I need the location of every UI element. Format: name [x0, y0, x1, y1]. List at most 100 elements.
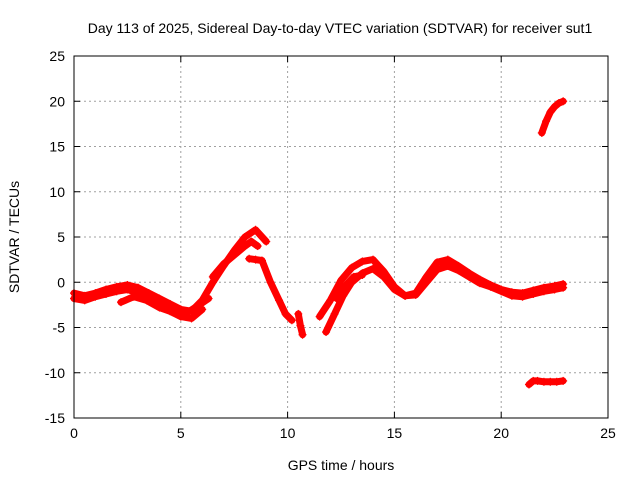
- data-point: [247, 237, 256, 246]
- data-point: [546, 108, 555, 117]
- y-tick-label: 20: [49, 93, 65, 109]
- x-tick-label: 20: [493, 425, 509, 441]
- data-point: [533, 376, 542, 385]
- y-tick-label: -15: [45, 410, 65, 426]
- data-point: [465, 272, 474, 281]
- data-point: [219, 260, 228, 269]
- series-line-d: [209, 238, 262, 281]
- y-axis-label: SDTVAR / TECUs: [6, 181, 22, 293]
- data-point: [245, 254, 254, 263]
- data-point: [142, 296, 151, 305]
- y-tick-label: 25: [49, 48, 65, 64]
- data-point: [529, 290, 538, 299]
- data-point: [129, 292, 138, 301]
- data-point: [518, 292, 527, 301]
- data-point: [102, 290, 111, 299]
- data-point: [262, 237, 271, 246]
- data-point: [315, 312, 324, 321]
- data-point: [559, 376, 568, 385]
- data-point: [240, 233, 249, 241]
- data-point: [253, 242, 262, 251]
- grid: [74, 56, 608, 418]
- data-point: [341, 281, 350, 290]
- data-point: [240, 242, 249, 251]
- y-tick-label: -5: [53, 320, 66, 336]
- data-point: [358, 271, 367, 280]
- y-tick-label: 0: [57, 274, 65, 290]
- data-point: [379, 272, 388, 281]
- data-point: [168, 308, 177, 317]
- data-point: [204, 294, 213, 303]
- data-point: [524, 380, 533, 389]
- data-point: [181, 309, 190, 318]
- data-point: [443, 261, 452, 270]
- data-point: [326, 296, 335, 305]
- chart-title: Day 113 of 2025, Sidereal Day-to-day VTE…: [88, 20, 593, 36]
- data-point: [369, 264, 378, 273]
- data-point: [390, 285, 399, 294]
- data-point: [155, 303, 164, 312]
- data-point: [298, 330, 307, 339]
- series-line-i: [333, 271, 366, 302]
- y-tick-label: -10: [45, 365, 65, 381]
- data-point: [193, 301, 202, 310]
- data-point: [112, 287, 121, 296]
- data-point: [91, 292, 100, 301]
- data-point: [554, 99, 563, 108]
- axis-ticks: 0 5 10 15 20 25 -15 -10 -5 0 5 10 15 20 25: [45, 48, 616, 441]
- data-point: [155, 294, 164, 303]
- data-point: [257, 256, 266, 265]
- data-point: [550, 285, 559, 294]
- data-point: [123, 285, 132, 294]
- data-point: [266, 278, 275, 287]
- data-point: [337, 276, 345, 285]
- y-tick-label: 5: [57, 229, 65, 245]
- data-point: [294, 309, 303, 318]
- x-tick-label: 15: [387, 425, 403, 441]
- data-point: [349, 272, 358, 281]
- x-tick-label: 10: [280, 425, 296, 441]
- y-tick-label: 10: [49, 184, 65, 200]
- data-point: [166, 299, 175, 308]
- data-point: [552, 377, 561, 386]
- data-point: [358, 257, 367, 266]
- data-series: [70, 97, 568, 389]
- data-point: [422, 278, 431, 287]
- data-point: [401, 291, 410, 300]
- data-point: [187, 314, 196, 323]
- data-point: [454, 266, 463, 275]
- data-point: [251, 255, 260, 264]
- data-point: [347, 263, 356, 272]
- x-tick-label: 25: [600, 425, 616, 441]
- data-point: [550, 102, 559, 111]
- data-point: [116, 298, 125, 307]
- data-point: [330, 309, 339, 318]
- data-point: [539, 287, 548, 296]
- data-point: [433, 258, 442, 267]
- data-point: [559, 97, 568, 106]
- data-point: [542, 117, 551, 126]
- data-point: [537, 128, 546, 137]
- x-tick-label: 5: [177, 425, 185, 441]
- data-point: [230, 251, 239, 260]
- data-point: [475, 279, 484, 288]
- data-point: [369, 255, 378, 264]
- data-point: [411, 290, 420, 299]
- y-tick-label: 15: [49, 139, 65, 155]
- data-point: [507, 291, 516, 300]
- series-line-a: [70, 226, 270, 315]
- data-point: [433, 265, 442, 274]
- series-line-j: [538, 97, 567, 137]
- data-point: [208, 272, 217, 281]
- data-point: [296, 321, 305, 330]
- x-tick-label: 0: [70, 425, 78, 441]
- data-point: [287, 316, 296, 325]
- data-point: [281, 309, 290, 318]
- data-point: [332, 294, 341, 303]
- data-point: [559, 283, 568, 292]
- data-point: [322, 328, 331, 337]
- data-point: [275, 296, 284, 305]
- data-point: [497, 287, 506, 296]
- data-point: [251, 225, 260, 234]
